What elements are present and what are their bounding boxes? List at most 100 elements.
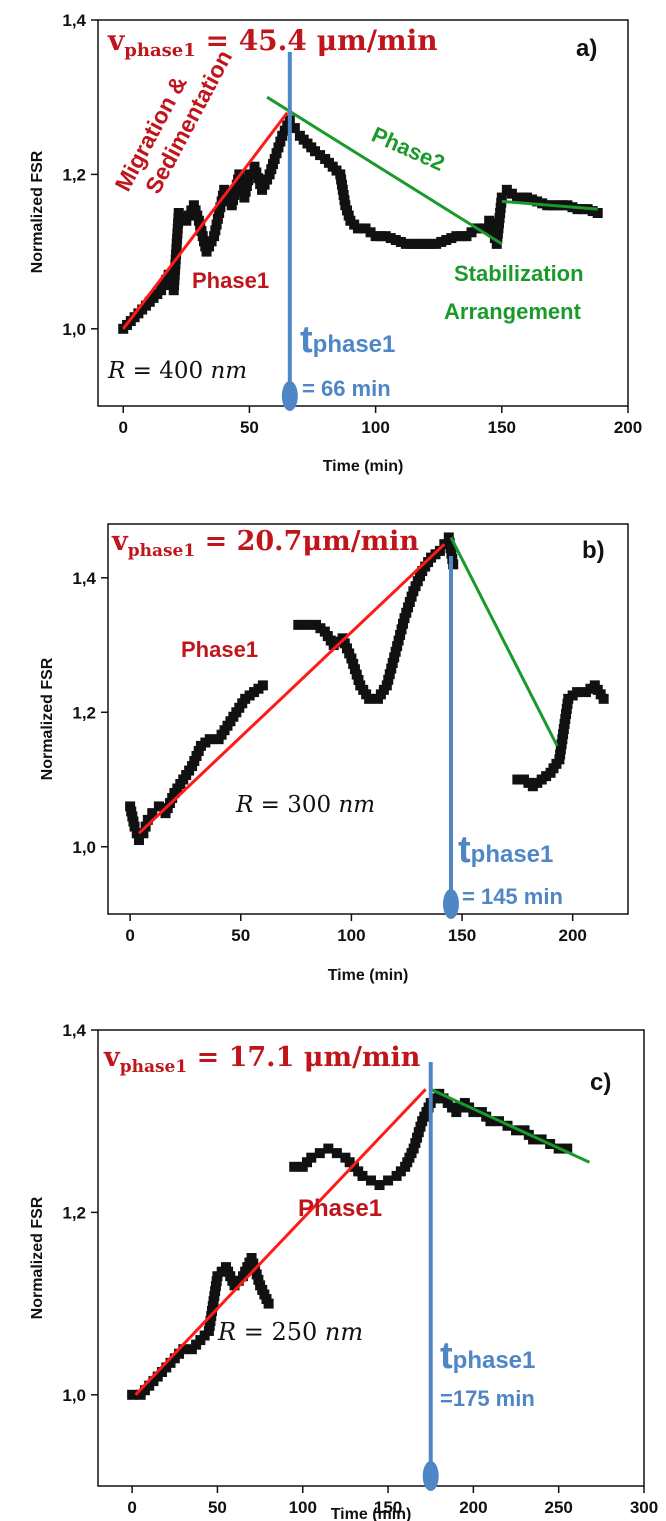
data-point: [193, 745, 204, 756]
data-point: [415, 1121, 426, 1132]
data-point: [403, 602, 414, 613]
data-point: [410, 581, 421, 592]
stabilization-label: Stabilization: [454, 261, 584, 286]
data-point: [456, 231, 467, 242]
fit-line-phase1: [134, 1088, 427, 1396]
data-point: [187, 761, 198, 772]
data-point: [448, 559, 459, 570]
velocity-value: = 20.7μm/min: [195, 526, 419, 557]
data-point: [251, 167, 262, 178]
radius-unit: nm: [338, 792, 375, 818]
data-point: [337, 633, 348, 644]
fit-line-phase1: [122, 111, 289, 330]
x-tick-label: 200: [558, 926, 586, 945]
x-tick-label: 100: [337, 926, 365, 945]
t-phase1-symbol: t: [440, 1335, 453, 1377]
data-point: [289, 1161, 300, 1172]
data-point: [240, 186, 251, 197]
t-phase1-label: tphase1: [300, 319, 395, 361]
data-point: [262, 174, 273, 185]
data-point: [197, 231, 208, 242]
data-point: [512, 774, 523, 785]
data-point: [561, 708, 572, 719]
data-point: [127, 811, 138, 822]
t-phase1-value: = 66 min: [302, 376, 391, 401]
data-point: [344, 648, 355, 659]
data-point: [532, 196, 543, 207]
data-point: [201, 246, 212, 257]
radius-value: = 400: [125, 358, 210, 384]
data-point: [339, 638, 350, 649]
data-point: [264, 169, 275, 180]
data-point: [400, 238, 411, 249]
t-phase1-symbol: t: [458, 829, 471, 871]
data-point: [386, 663, 397, 674]
x-axis-title: Time (min): [328, 967, 409, 984]
data-point: [147, 808, 158, 819]
plot-frame: [97, 1029, 645, 1487]
data-point: [411, 238, 421, 249]
data-point: [267, 159, 278, 170]
data-point: [352, 223, 363, 234]
data-point: [492, 233, 503, 244]
data-point: [390, 235, 401, 246]
data-point: [138, 828, 149, 839]
radius-unit: nm: [210, 358, 247, 384]
x-tick-label: 100: [361, 418, 389, 437]
data-point: [445, 543, 456, 554]
data-point: [443, 532, 454, 543]
data-point: [263, 1298, 274, 1309]
data-point: [375, 231, 386, 242]
data-point: [398, 618, 409, 629]
data-point: [341, 643, 352, 654]
fit-line-phase2: [266, 95, 503, 246]
data-point: [426, 238, 437, 249]
data-point: [289, 123, 300, 134]
data-point: [528, 1134, 539, 1145]
data-point: [189, 756, 200, 767]
data-point: [169, 280, 180, 291]
velocity-annotation: vphase1 = 20.7μm/min: [111, 526, 419, 561]
data-point: [410, 1138, 421, 1149]
x-tick-label: 0: [119, 418, 128, 437]
plot-frame: [107, 523, 629, 915]
y-tick-label: 1,2: [62, 1203, 86, 1222]
data-point: [444, 537, 455, 548]
data-point: [501, 184, 512, 195]
phase1-label: Phase1: [181, 637, 258, 662]
y-tick-label: 1,2: [62, 165, 86, 184]
data-point: [349, 664, 360, 675]
panel-label: c): [590, 1069, 611, 1096]
data-point: [323, 1143, 334, 1154]
data-point: [351, 669, 362, 680]
data-point: [522, 192, 533, 203]
phase1-label: Phase1: [298, 1195, 382, 1222]
data-point: [181, 215, 192, 226]
data-point: [259, 179, 270, 190]
data-point: [496, 192, 507, 203]
data-point: [561, 703, 572, 714]
t-phase1-label: tphase1: [458, 829, 553, 871]
data-point: [257, 184, 268, 195]
data-point: [555, 744, 566, 755]
data-point: [215, 202, 226, 213]
y-axis-title: Normalized FSR: [39, 657, 56, 780]
radius-value: = 300: [253, 792, 338, 818]
data-point: [556, 739, 567, 750]
data-point: [249, 161, 260, 172]
data-point: [408, 1143, 419, 1154]
data-point: [273, 142, 284, 153]
data-point: [436, 236, 447, 247]
data-point: [434, 545, 445, 556]
data-point: [495, 202, 506, 213]
data-point: [282, 120, 293, 131]
data-point: [484, 215, 495, 226]
data-point: [277, 130, 288, 141]
data-point: [228, 195, 239, 206]
fit-line-phase2: [449, 536, 559, 747]
velocity-subscript: phase1: [124, 40, 195, 61]
data-point: [389, 652, 400, 663]
data-point: [191, 750, 202, 761]
data-point: [192, 210, 203, 221]
x-tick-label: 50: [208, 1498, 227, 1517]
